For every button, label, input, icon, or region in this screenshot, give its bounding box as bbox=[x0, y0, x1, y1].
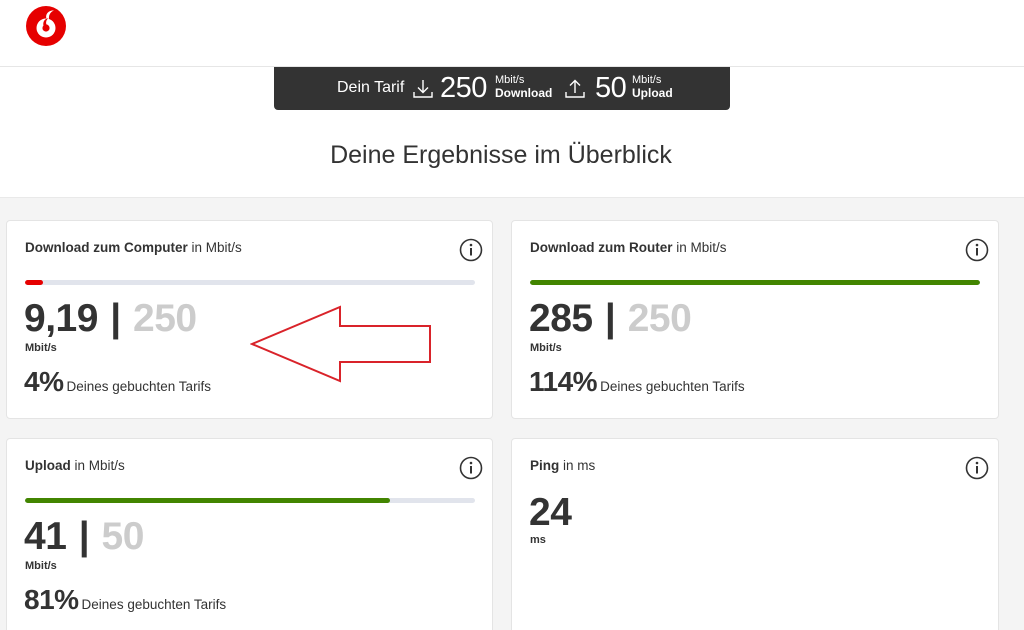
info-icon[interactable] bbox=[965, 456, 989, 480]
upload-icon bbox=[565, 79, 585, 98]
percent-of-tarif: 4% Deines gebuchten Tarifs bbox=[24, 366, 212, 397]
page-title: Deine Ergebnisse im Überblick bbox=[330, 141, 672, 169]
speed-value: 41 | 50 bbox=[24, 515, 145, 558]
speed-value: 285 | 250 bbox=[529, 297, 692, 340]
card-download-computer: Download zum Computer in Mbit/s 9,19 | 2… bbox=[6, 220, 493, 419]
speed-unit: Mbit/s bbox=[25, 342, 57, 354]
percent-of-tarif: 114% Deines gebuchten Tarifs bbox=[529, 366, 745, 397]
ping-value: 24 bbox=[529, 491, 572, 534]
progress-bar bbox=[25, 498, 475, 503]
progress-bar bbox=[25, 280, 475, 285]
tarif-label: Dein Tarif bbox=[337, 79, 405, 96]
info-icon[interactable] bbox=[459, 238, 483, 262]
progress-bar bbox=[530, 280, 980, 285]
tarif-upload-unit: Mbit/s Upload bbox=[632, 74, 673, 100]
card-upload: Upload in Mbit/s 41 | 50 Mbit/s 81% Deine… bbox=[6, 438, 493, 630]
vodafone-logo[interactable] bbox=[26, 6, 66, 46]
tarif-bar: Dein Tarif 250 Mbit/s Download 50 Mbit/s… bbox=[274, 67, 730, 110]
card-ping: Ping in ms 24 ms bbox=[511, 438, 999, 630]
card-title: Ping in ms bbox=[530, 458, 596, 473]
tarif-upload-label: Upload bbox=[632, 86, 673, 100]
speed-value: 9,19 | 250 bbox=[24, 297, 197, 340]
tarif-download-label: Download bbox=[495, 86, 553, 100]
tarif-max-value: 250 bbox=[627, 297, 692, 340]
tarif-upload-value: 50 bbox=[595, 72, 627, 104]
tarif-download-unit: Mbit/s Download bbox=[495, 74, 553, 100]
card-title: Upload in Mbit/s bbox=[25, 458, 125, 473]
card-title: Download zum Computer in Mbit/s bbox=[25, 240, 242, 255]
header bbox=[0, 0, 1024, 67]
speed-unit: Mbit/s bbox=[530, 342, 562, 354]
annotation-arrow bbox=[250, 305, 431, 383]
info-icon[interactable] bbox=[459, 456, 483, 480]
tarif-max-value: 50 bbox=[101, 515, 145, 558]
card-title: Download zum Router in Mbit/s bbox=[530, 240, 727, 255]
progress-bar-fill bbox=[530, 280, 980, 285]
progress-bar-fill bbox=[25, 498, 390, 503]
info-icon[interactable] bbox=[965, 238, 989, 262]
card-download-router: Download zum Router in Mbit/s 285 | 250 … bbox=[511, 220, 999, 419]
progress-bar-fill bbox=[25, 280, 43, 285]
speed-unit: Mbit/s bbox=[25, 560, 57, 572]
tarif-max-value: 250 bbox=[133, 297, 197, 340]
ping-unit: ms bbox=[530, 534, 546, 546]
percent-of-tarif: 81% Deines gebuchten Tarifs bbox=[24, 584, 227, 615]
tarif-download-value: 250 bbox=[440, 72, 487, 104]
download-icon bbox=[413, 80, 433, 98]
